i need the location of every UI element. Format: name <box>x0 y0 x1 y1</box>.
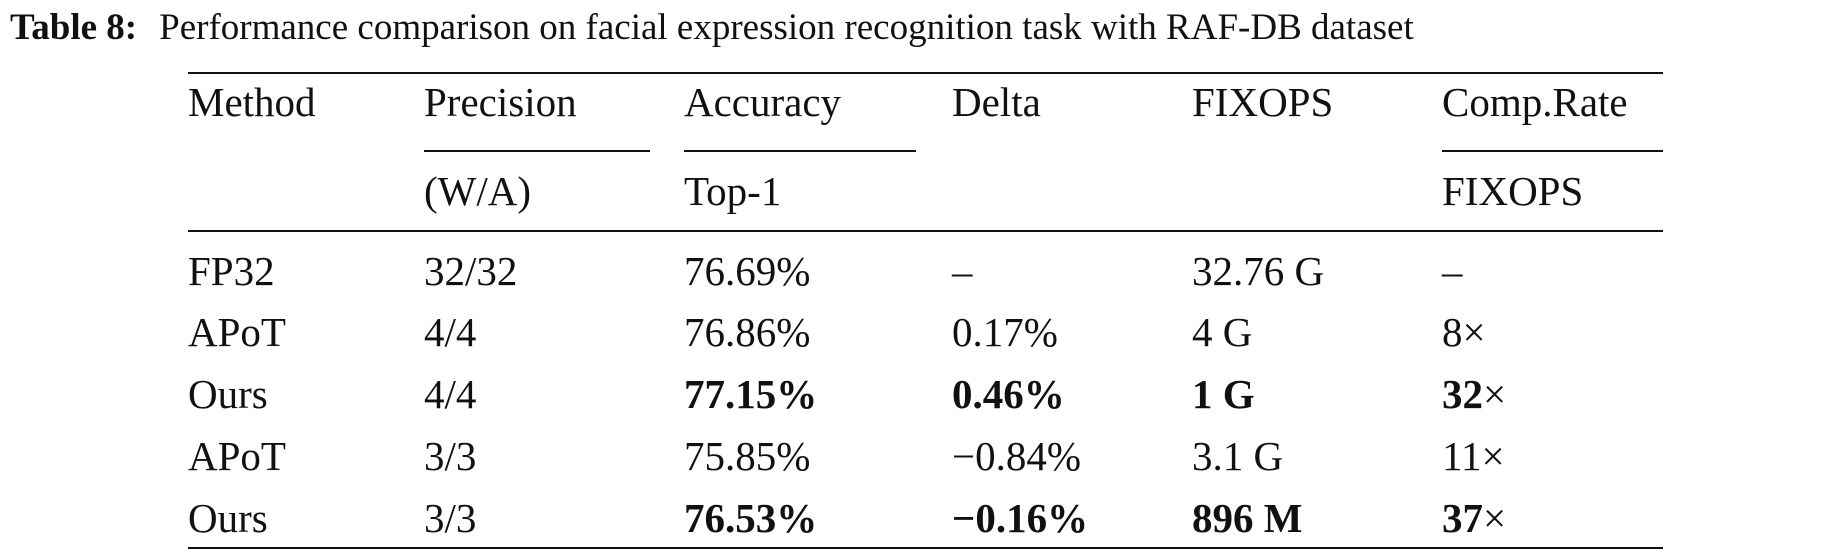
row-method: FP32 <box>188 248 275 294</box>
comp-rate-value: – <box>1442 248 1463 294</box>
row-comp-rate: 8× <box>1442 308 1486 356</box>
precision-cmidrule <box>424 150 650 152</box>
row-fixops: 32.76 G <box>1192 248 1325 294</box>
top-rule <box>188 72 1663 74</box>
header-comp-rate-sub: FIXOPS <box>1442 168 1584 214</box>
comp-rate-cmidrule <box>1442 150 1663 152</box>
row-precision: 4/4 <box>424 371 477 417</box>
header-method: Method <box>188 79 316 125</box>
row-comp-rate: 32× <box>1442 370 1506 418</box>
row-fixops: 3.1 G <box>1192 433 1284 479</box>
row-accuracy: 77.15% <box>684 371 818 417</box>
row-method: Ours <box>188 495 268 541</box>
row-precision: 3/3 <box>424 433 477 479</box>
header-accuracy-sub: Top-1 <box>684 168 782 214</box>
row-method: APoT <box>188 433 286 479</box>
row-delta: – <box>952 248 973 294</box>
row-accuracy: 76.86% <box>684 309 811 355</box>
comp-rate-unit: × <box>1481 433 1505 479</box>
row-accuracy: 75.85% <box>684 433 811 479</box>
row-method: Ours <box>188 371 268 417</box>
comp-rate-value: 37 <box>1442 495 1483 541</box>
row-precision: 4/4 <box>424 309 477 355</box>
comp-rate-value: 11 <box>1442 433 1482 479</box>
header-comp-rate: Comp.Rate <box>1442 79 1628 125</box>
table-caption: Table 8: Performance comparison on facial… <box>10 6 1837 50</box>
row-delta: 0.46% <box>952 371 1065 417</box>
row-fixops: 896 M <box>1192 495 1303 541</box>
bottom-rule <box>188 547 1663 549</box>
row-comp-rate: 11× <box>1442 432 1505 480</box>
row-precision: 3/3 <box>424 495 477 541</box>
row-comp-rate: 37× <box>1442 494 1506 542</box>
comp-rate-unit: × <box>1483 371 1507 417</box>
comp-rate-value: 32 <box>1442 371 1483 417</box>
row-fixops: 4 G <box>1192 309 1253 355</box>
table-label: Table 8: <box>10 7 138 48</box>
mid-rule <box>188 230 1663 232</box>
comp-rate-unit: × <box>1483 495 1507 541</box>
row-accuracy: 76.69% <box>684 248 811 294</box>
comp-rate-value: 8 <box>1442 309 1463 355</box>
row-accuracy: 76.53% <box>684 495 818 541</box>
row-comp-rate: – <box>1442 247 1463 295</box>
header-delta: Delta <box>952 79 1041 125</box>
header-precision-sub: (W/A) <box>424 168 532 214</box>
row-delta: −0.16% <box>952 494 1088 542</box>
delta-value: −0.16% <box>952 495 1089 541</box>
row-method: APoT <box>188 309 286 355</box>
row-delta: −0.84% <box>952 433 1082 479</box>
caption-text: Performance comparison on facial express… <box>159 7 1414 48</box>
comp-rate-unit: × <box>1462 309 1486 355</box>
header-precision: Precision <box>424 79 577 125</box>
row-fixops: 1 G <box>1192 371 1255 417</box>
row-precision: 32/32 <box>424 248 518 294</box>
row-delta: 0.17% <box>952 309 1058 355</box>
header-fixops: FIXOPS <box>1192 79 1334 125</box>
header-accuracy: Accuracy <box>684 79 842 125</box>
accuracy-cmidrule <box>684 150 916 152</box>
